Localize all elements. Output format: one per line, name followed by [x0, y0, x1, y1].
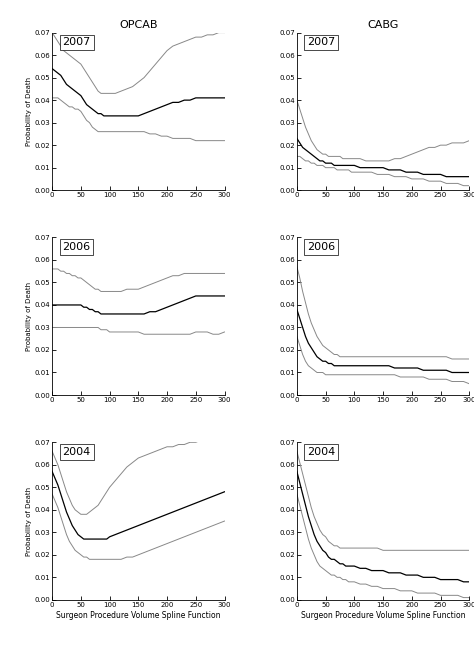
Text: 2007: 2007 [307, 37, 336, 48]
Text: 2006: 2006 [63, 242, 91, 252]
Text: 2006: 2006 [307, 242, 336, 252]
Y-axis label: Probability of Death: Probability of Death [26, 282, 32, 351]
Y-axis label: Probability of Death: Probability of Death [26, 486, 32, 556]
Text: 2007: 2007 [63, 37, 91, 48]
Title: OPCAB: OPCAB [119, 20, 157, 31]
Text: 2004: 2004 [63, 447, 91, 457]
Title: CABG: CABG [367, 20, 399, 31]
Text: 2004: 2004 [307, 447, 336, 457]
X-axis label: Surgeon Procedure Volume Spline Function: Surgeon Procedure Volume Spline Function [56, 611, 220, 619]
Y-axis label: Probability of Death: Probability of Death [26, 77, 32, 146]
X-axis label: Surgeon Procedure Volume Spline Function: Surgeon Procedure Volume Spline Function [301, 611, 465, 619]
